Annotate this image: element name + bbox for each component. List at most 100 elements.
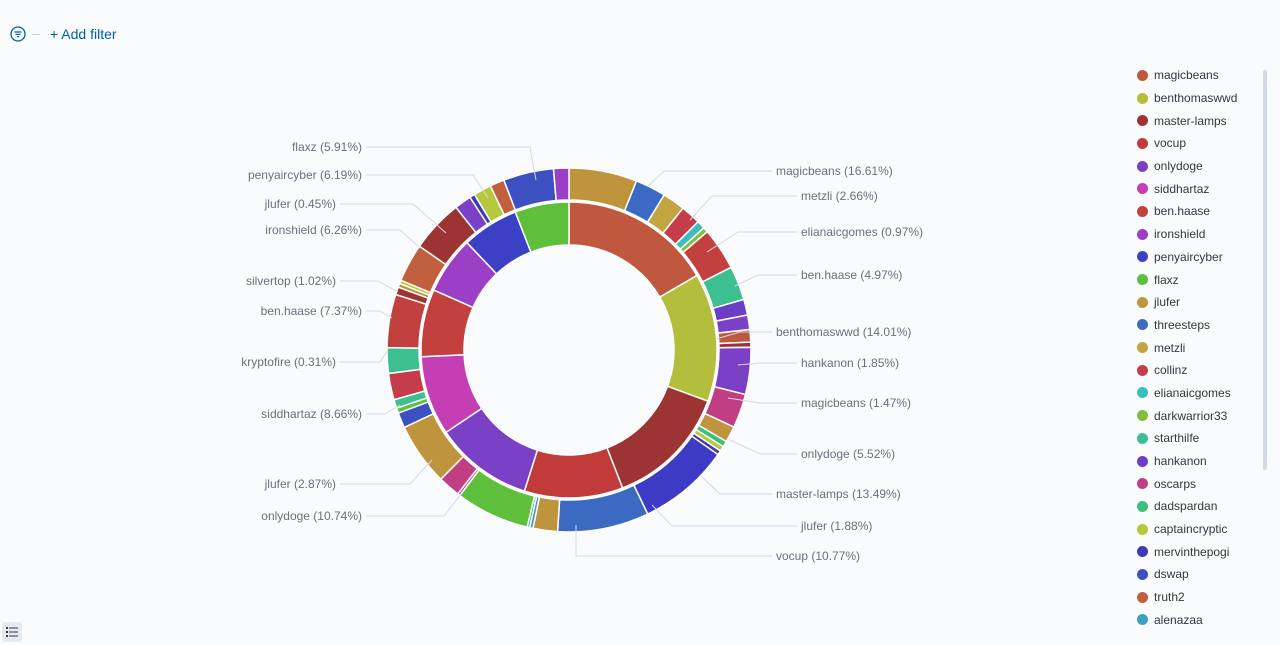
legend-swatch: [1137, 387, 1148, 399]
leader-line: [340, 203, 447, 234]
legend-scrollbar[interactable]: [1263, 70, 1267, 470]
slice-label: jlufer (1.88%): [800, 519, 872, 533]
legend-item[interactable]: alenazaa: [1128, 609, 1258, 632]
leader-line: [575, 525, 772, 557]
legend-label: ben.haase: [1154, 204, 1211, 219]
add-filter-button[interactable]: + Add filter: [50, 26, 117, 42]
outer-slice[interactable]: [552, 167, 570, 202]
leader-line: [715, 331, 772, 340]
legend-label: magicbeans: [1154, 68, 1219, 83]
slice-label: penyaircyber (6.19%): [248, 168, 362, 182]
legend-swatch: [1137, 455, 1148, 467]
legend-label: collinz: [1154, 363, 1188, 378]
legend-label: dadspardan: [1154, 499, 1218, 514]
legend-item[interactable]: magicbeans: [1128, 64, 1258, 87]
legend-label: starthilfe: [1154, 431, 1200, 446]
legend-item[interactable]: vocup: [1128, 132, 1258, 155]
legend-item[interactable]: jlufer: [1128, 291, 1258, 314]
legend-item[interactable]: ben.haase: [1128, 200, 1258, 223]
leader-line: [340, 280, 399, 293]
legend-item[interactable]: siddhartaz: [1128, 177, 1258, 200]
legend-swatch: [1137, 410, 1148, 422]
legend-swatch: [1137, 568, 1148, 580]
legend-item[interactable]: mervinthepogi: [1128, 540, 1258, 563]
legend-item[interactable]: ironshield: [1128, 223, 1258, 246]
slice-label: ironshield (6.26%): [265, 223, 362, 237]
legend-swatch: [1137, 591, 1148, 603]
legend-label: alenazaa: [1154, 612, 1203, 627]
leader-line: [651, 504, 797, 527]
legend-item[interactable]: dadspardan: [1128, 495, 1258, 518]
filter-bar: + Add filter: [10, 24, 117, 44]
legend-swatch: [1137, 478, 1148, 490]
leader-line: [366, 174, 489, 199]
legend-item[interactable]: onlydoge: [1128, 155, 1258, 178]
slice-label: magicbeans (1.47%): [801, 396, 911, 410]
legend-toggle-button[interactable]: [2, 622, 22, 642]
chart-legend: magicbeans benthomaswwd master-lamps vocup o…: [1128, 64, 1258, 631]
legend-item[interactable]: metzli: [1128, 336, 1258, 359]
legend-label: penyaircyber: [1154, 249, 1223, 264]
leader-line: [699, 474, 772, 495]
legend-label: oscarps: [1154, 476, 1197, 491]
slice-label: vocup (10.77%): [776, 549, 860, 563]
legend-swatch: [1137, 183, 1148, 195]
legend-item[interactable]: flaxz: [1128, 268, 1258, 291]
leader-line: [729, 439, 797, 455]
leader-line: [366, 310, 393, 319]
legend-swatch: [1137, 523, 1148, 535]
legend-swatch: [1137, 69, 1148, 81]
legend-swatch: [1137, 92, 1148, 104]
slice-label: ben.haase (4.97%): [801, 268, 902, 282]
legend-item[interactable]: darkwarrior33: [1128, 404, 1258, 427]
filter-icon[interactable]: [10, 26, 26, 42]
legend-swatch: [1137, 500, 1148, 512]
legend-item[interactable]: hankanon: [1128, 450, 1258, 473]
leader-line: [734, 274, 797, 287]
legend-label: benthomaswwd: [1154, 91, 1238, 106]
legend-label: onlydoge: [1154, 159, 1203, 174]
legend-swatch: [1137, 205, 1148, 217]
legend-label: mervinthepogi: [1154, 544, 1230, 559]
legend-item[interactable]: truth2: [1128, 586, 1258, 609]
legend-item[interactable]: oscarps: [1128, 472, 1258, 495]
legend-swatch: [1137, 251, 1148, 263]
legend-swatch: [1137, 137, 1148, 149]
legend-item[interactable]: collinz: [1128, 359, 1258, 382]
legend-label: jlufer: [1154, 295, 1181, 310]
slice-label: onlydoge (10.74%): [261, 509, 362, 523]
legend-label: flaxz: [1154, 272, 1179, 287]
legend-swatch: [1137, 228, 1148, 240]
leader-line: [727, 397, 797, 404]
leader-line: [340, 459, 433, 485]
legend-item[interactable]: elianaicgomes: [1128, 382, 1258, 405]
legend-swatch: [1137, 274, 1148, 286]
legend-label: vocup: [1154, 136, 1187, 151]
legend-label: threesteps: [1154, 317, 1211, 332]
legend-item[interactable]: threesteps: [1128, 314, 1258, 337]
slice-label: elianaicgomes (0.97%): [801, 225, 923, 239]
slice-label: jlufer (0.45%): [264, 197, 336, 211]
inner-slice[interactable]: [523, 446, 624, 499]
legend-item[interactable]: benthomaswwd: [1128, 87, 1258, 110]
slice-label: onlydoge (5.52%): [801, 447, 895, 461]
leader-line: [647, 170, 772, 187]
leader-line: [340, 349, 389, 363]
legend-item[interactable]: penyaircyber: [1128, 246, 1258, 269]
legend-label: siddhartaz: [1154, 181, 1210, 196]
inner-slice[interactable]: [514, 201, 570, 254]
slice-label: kryptofire (0.31%): [241, 355, 336, 369]
legend-item[interactable]: starthilfe: [1128, 427, 1258, 450]
outer-slice[interactable]: [386, 346, 422, 375]
legend-item[interactable]: dswap: [1128, 563, 1258, 586]
leader-line: [706, 231, 797, 253]
leader-line: [366, 229, 421, 249]
leader-line: [366, 146, 537, 181]
legend-item[interactable]: master-lamps: [1128, 109, 1258, 132]
legend-item[interactable]: captaincryptic: [1128, 518, 1258, 541]
legend-label: elianaicgomes: [1154, 385, 1231, 400]
legend-swatch: [1137, 296, 1148, 308]
legend-label: truth2: [1154, 590, 1185, 605]
legend-label: master-lamps: [1154, 113, 1227, 128]
slice-label: magicbeans (16.61%): [776, 164, 893, 178]
